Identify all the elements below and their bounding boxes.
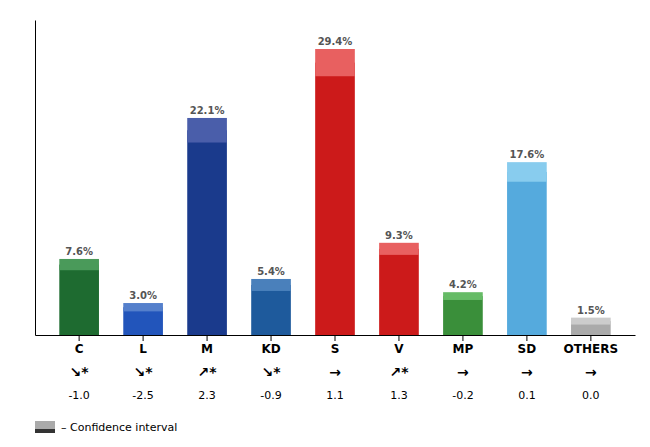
x-tick: L — [139, 335, 147, 356]
x-tick-mark — [335, 335, 336, 341]
x-tick-mark — [462, 335, 463, 341]
trend-label: → — [457, 364, 469, 380]
trend-label: ↗* — [389, 364, 409, 380]
difference-label: -0.9 — [260, 389, 281, 402]
trend-label: ↘* — [262, 364, 282, 380]
x-tick-mark — [526, 335, 527, 341]
x-tick: KD — [261, 335, 280, 356]
difference-label: 0.0 — [582, 389, 600, 402]
x-tick-label: OTHERS — [564, 342, 619, 356]
bar — [187, 130, 227, 335]
difference-label: 1.3 — [390, 389, 408, 402]
bar — [443, 296, 483, 335]
bar — [251, 285, 291, 335]
x-tick-mark — [79, 335, 80, 341]
confidence-interval — [443, 292, 483, 300]
x-tick: S — [331, 335, 340, 356]
trend-label: ↗* — [198, 364, 218, 380]
confidence-interval — [315, 49, 355, 76]
x-tick-label: S — [331, 342, 340, 356]
x-tick: V — [394, 335, 404, 356]
trend-label: → — [585, 364, 597, 380]
data-label: 3.0% — [129, 290, 157, 301]
legend-swatch-base — [35, 429, 55, 433]
x-tick-label: L — [139, 342, 147, 356]
trend-label: → — [521, 364, 533, 380]
x-tick-label: M — [201, 342, 213, 356]
confidence-interval — [507, 162, 547, 182]
x-tick: C — [75, 335, 84, 356]
legend-swatch — [35, 421, 55, 433]
confidence-interval — [123, 303, 163, 311]
x-tick-label: MP — [453, 342, 474, 356]
bar — [315, 63, 355, 335]
data-label: 1.5% — [577, 305, 605, 316]
data-label: 5.4% — [257, 266, 285, 277]
x-tick: OTHERS — [564, 335, 619, 356]
data-label: 7.6% — [65, 246, 93, 257]
data-label: 29.4% — [318, 36, 353, 47]
data-label: 17.6% — [510, 149, 545, 160]
difference-label: 0.1 — [518, 389, 536, 402]
x-tick: SD — [518, 335, 537, 356]
x-tick-label: C — [75, 342, 84, 356]
x-tick: M — [201, 335, 213, 356]
x-tick-mark — [271, 335, 272, 341]
x-tick-mark — [590, 335, 591, 341]
confidence-interval — [251, 279, 291, 291]
annotations: 7.6% 3.0% 22.1% 5.4% 29.4% 9.3% 4.2% 17.6% 1.5% ↘… — [65, 36, 604, 402]
trend-label: → — [329, 364, 341, 380]
confidence-interval — [571, 318, 611, 325]
y-axis — [35, 21, 36, 336]
legend: – Confidence interval — [35, 421, 177, 434]
difference-label: 2.3 — [198, 389, 216, 402]
legend-label: – Confidence interval — [61, 421, 177, 434]
y-axis-line — [35, 21, 36, 336]
x-tick-mark — [143, 335, 144, 341]
confidence-interval — [187, 118, 227, 143]
data-label: 4.2% — [449, 279, 477, 290]
x-tick-mark — [398, 335, 399, 341]
data-label: 9.3% — [385, 230, 413, 241]
confidence-interval — [59, 259, 99, 270]
data-label: 22.1% — [190, 105, 225, 116]
trend-label: ↘* — [134, 364, 154, 380]
bar — [379, 249, 419, 335]
difference-label: -2.5 — [132, 389, 153, 402]
chart-container: C L M KD S V MP SD OTHERS 7.6% 3.0% 22.1% 5.4% 29.4% 9… — [0, 0, 650, 447]
difference-label: -0.2 — [452, 389, 473, 402]
x-tick-label: V — [394, 342, 404, 356]
confidence-interval — [379, 243, 419, 255]
x-tick: MP — [453, 335, 474, 356]
difference-label: -1.0 — [68, 389, 89, 402]
x-tick-label: SD — [518, 342, 537, 356]
x-tick-mark — [207, 335, 208, 341]
trend-label: ↘* — [70, 364, 90, 380]
bar — [507, 172, 547, 335]
bar — [59, 265, 99, 335]
chart-svg: C L M KD S V MP SD OTHERS 7.6% 3.0% 22.1% 5.4% 29.4% 9… — [0, 0, 650, 447]
x-axis: C L M KD S V MP SD OTHERS — [36, 335, 636, 356]
difference-label: 1.1 — [326, 389, 344, 402]
plot-area — [59, 49, 610, 335]
x-tick-label: KD — [261, 342, 280, 356]
